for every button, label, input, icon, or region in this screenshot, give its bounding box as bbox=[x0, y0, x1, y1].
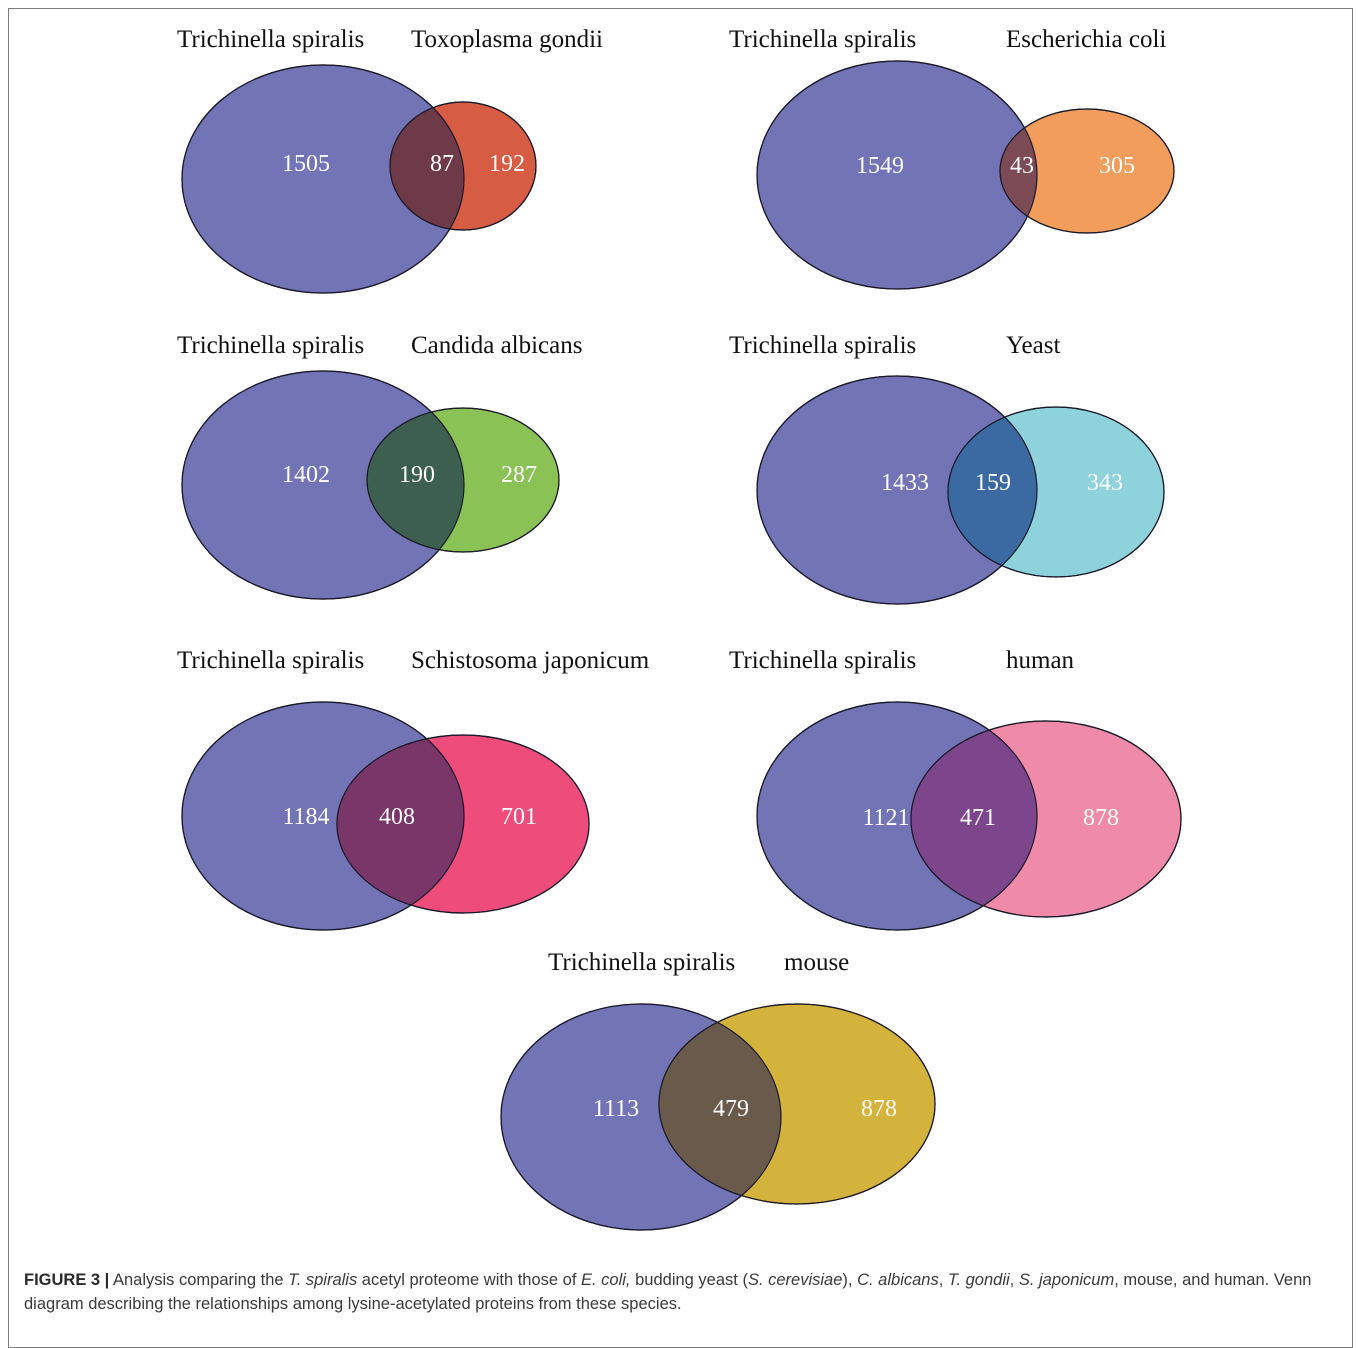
venn-ecoli: Trichinella spiralis Escherichia coli 15… bbox=[729, 26, 1175, 290]
count-overlap: 159 bbox=[975, 470, 1011, 496]
venn-yeast: Trichinella spiralis Yeast 1433 159 343 bbox=[729, 332, 1165, 605]
venn-candida: Trichinella spiralis Candida albicans 14… bbox=[177, 332, 582, 600]
count-overlap: 408 bbox=[379, 804, 415, 830]
venn-toxoplasma: Trichinella spiralis Toxoplasma gondii 1… bbox=[177, 26, 603, 294]
count-only-a: 1113 bbox=[593, 1096, 639, 1122]
count-only-b: 701 bbox=[501, 804, 537, 830]
species-a-label: Trichinella spiralis bbox=[548, 949, 735, 976]
overlap-region bbox=[659, 1004, 781, 1204]
species-b-label: Candida albicans bbox=[411, 332, 582, 359]
count-only-b: 287 bbox=[501, 462, 537, 488]
figure-caption: FIGURE 3 | Analysis comparing the T. spi… bbox=[24, 1271, 1312, 1313]
figure-frame: Trichinella spiralis Toxoplasma gondii 1… bbox=[8, 8, 1353, 1348]
count-overlap: 87 bbox=[430, 151, 454, 177]
species-a-label: Trichinella spiralis bbox=[729, 332, 916, 359]
species-b-label: Toxoplasma gondii bbox=[411, 26, 603, 53]
species-a-label: Trichinella spiralis bbox=[729, 26, 916, 53]
venn-schistosoma: Trichinella spiralis Schistosoma japonic… bbox=[177, 647, 650, 931]
caption-label: FIGURE 3 | bbox=[24, 1271, 110, 1289]
species-b-label: Yeast bbox=[1006, 332, 1060, 359]
species-b-label: Schistosoma japonicum bbox=[411, 647, 650, 674]
count-overlap: 471 bbox=[960, 805, 996, 831]
count-only-b: 343 bbox=[1087, 470, 1123, 496]
count-overlap: 190 bbox=[399, 462, 435, 488]
venn-figure: Trichinella spiralis Toxoplasma gondii 1… bbox=[177, 26, 1182, 1231]
venn-mouse: Trichinella spiralis mouse 1113 479 878 bbox=[500, 949, 936, 1231]
count-overlap: 43 bbox=[1010, 153, 1034, 179]
count-only-b: 192 bbox=[489, 151, 525, 177]
count-only-b: 878 bbox=[861, 1096, 897, 1122]
count-only-b: 878 bbox=[1083, 805, 1119, 831]
species-a-label: Trichinella spiralis bbox=[177, 647, 364, 674]
species-a-label: Trichinella spiralis bbox=[177, 332, 364, 359]
species-b-label: Escherichia coli bbox=[1006, 26, 1166, 53]
overlap-region bbox=[911, 721, 1037, 917]
overlap-region bbox=[337, 735, 464, 913]
species-a-label: Trichinella spiralis bbox=[177, 26, 364, 53]
count-overlap: 479 bbox=[713, 1096, 749, 1122]
count-only-a: 1402 bbox=[282, 462, 330, 488]
count-only-b: 305 bbox=[1099, 153, 1135, 179]
count-only-a: 1433 bbox=[881, 470, 929, 496]
count-only-a: 1505 bbox=[282, 151, 330, 177]
count-only-a: 1121 bbox=[862, 805, 909, 831]
count-only-a: 1549 bbox=[856, 153, 904, 179]
count-only-a: 1184 bbox=[282, 804, 329, 830]
venn-human: Trichinella spiralis human 1121 471 878 bbox=[729, 647, 1182, 931]
species-b-label: mouse bbox=[784, 949, 849, 976]
species-a-label: Trichinella spiralis bbox=[729, 647, 916, 674]
species-b-label: human bbox=[1006, 647, 1075, 674]
